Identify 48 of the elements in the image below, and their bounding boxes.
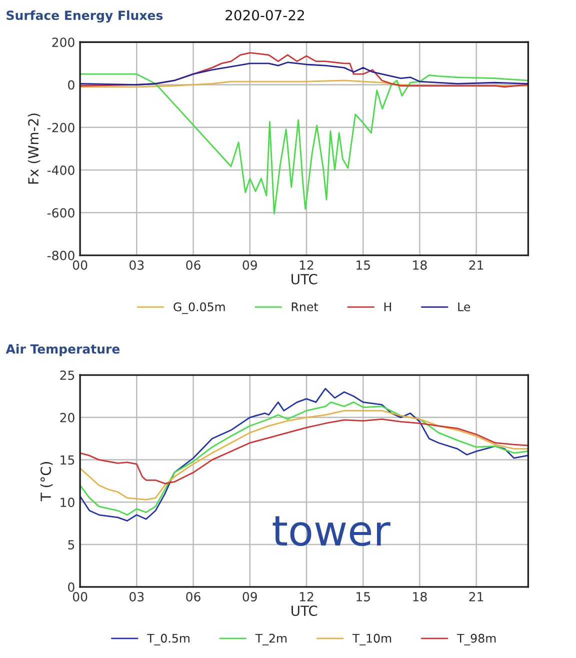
y-tick-label: -800 xyxy=(47,250,74,260)
x-tick-label: 06 xyxy=(186,260,200,270)
x-tick-label: 00 xyxy=(72,592,88,602)
x-tick-label: 03 xyxy=(130,592,144,602)
x-tick-label: 06 xyxy=(186,592,200,602)
chart-title: Air Temperature xyxy=(6,344,120,356)
legend-label: Rnet xyxy=(292,302,318,312)
y-axis-title: Fx (Wm-2) xyxy=(28,114,40,184)
x-tick-label: 18 xyxy=(413,592,427,602)
y-tick-label: -400 xyxy=(47,166,74,175)
line-series xyxy=(80,73,528,214)
legend-label: T_0.5m xyxy=(147,634,190,646)
legend-label: H xyxy=(384,302,391,312)
y-tick-label: 0 xyxy=(68,582,74,592)
x-tick-label: 12 xyxy=(300,592,314,602)
x-tick-label: 12 xyxy=(300,260,314,270)
annotation: tower xyxy=(272,516,390,546)
y-tick-label: 25 xyxy=(60,370,74,380)
line-series xyxy=(80,418,528,484)
line-series xyxy=(80,410,528,500)
legend-label: T_10m xyxy=(352,634,392,646)
x-tick-label: 00 xyxy=(72,260,88,270)
chart-title: Surface Energy Fluxes xyxy=(6,10,163,23)
x-tick-label: 21 xyxy=(469,260,484,270)
legend-label: G_0.05m xyxy=(174,302,225,314)
x-tick-label: 21 xyxy=(469,592,484,602)
y-tick-label: 200 xyxy=(52,38,74,48)
x-tick-label: 15 xyxy=(356,592,370,602)
y-tick-label: -600 xyxy=(47,208,74,218)
x-axis-title: UTC xyxy=(292,274,318,284)
x-tick-label: 03 xyxy=(130,260,144,270)
x-tick-label: 09 xyxy=(242,592,257,602)
y-tick-label: 20 xyxy=(60,412,74,422)
y-tick-label: -200 xyxy=(47,122,74,132)
y-axis-title: T (°C) xyxy=(40,462,53,502)
x-axis-title: UTC xyxy=(292,606,318,616)
x-tick-label: 09 xyxy=(242,260,257,270)
chart-subtitle: 2020-07-22 xyxy=(226,10,304,20)
y-tick-label: 0 xyxy=(68,80,74,90)
y-tick-label: 15 xyxy=(60,455,74,465)
y-tick-label: 10 xyxy=(60,498,74,508)
legend-label: T_2m xyxy=(255,634,286,646)
legend-label: T_98m xyxy=(456,634,496,646)
y-tick-label: 5 xyxy=(68,540,74,550)
legend-label: Le xyxy=(458,302,470,312)
x-tick-label: 15 xyxy=(356,260,370,270)
line-series xyxy=(80,62,528,86)
x-tick-label: 18 xyxy=(413,260,427,270)
